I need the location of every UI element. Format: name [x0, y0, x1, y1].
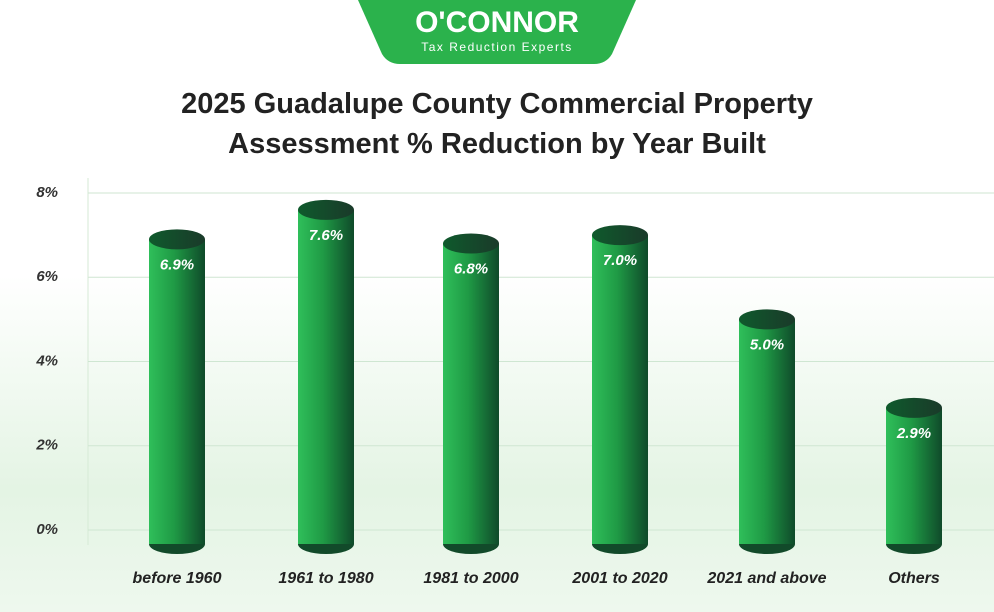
y-tick-label: 8% — [36, 184, 58, 201]
x-tick-label: 1961 to 1980 — [278, 570, 373, 587]
bar — [298, 209, 354, 544]
bar — [739, 319, 795, 544]
y-tick-label: 4% — [35, 352, 58, 369]
bar — [149, 239, 205, 544]
value-label: 5.0% — [750, 336, 784, 353]
x-tick-label: Others — [888, 570, 940, 587]
bar-cap — [149, 229, 205, 250]
bar-cap — [592, 225, 648, 246]
bar — [886, 407, 942, 544]
logo-badge — [358, 0, 636, 64]
x-tick-label: 2001 to 2020 — [571, 570, 667, 587]
x-tick-label: 2021 and above — [706, 570, 826, 587]
x-tick-label: before 1960 — [133, 570, 222, 587]
value-label: 7.6% — [309, 227, 343, 244]
bar-cap — [298, 199, 354, 220]
value-label: 6.9% — [160, 256, 194, 273]
x-tick-label: 1981 to 2000 — [423, 570, 518, 587]
bar-cap — [739, 309, 795, 330]
chart-title: 2025 Guadalupe County Commercial Propert… — [181, 88, 813, 160]
value-label: 6.8% — [454, 261, 488, 278]
value-label: 2.9% — [896, 425, 931, 442]
y-tick-label: 2% — [35, 437, 58, 454]
logo-name: O'CONNOR — [415, 6, 579, 39]
value-label: 7.0% — [603, 252, 637, 269]
plot: 0% 2% 4% 6% 8% 6.9% before 1960 7.6% 1961 to 198… — [35, 184, 994, 587]
y-tick-label: 0% — [36, 521, 58, 538]
bar-cap — [886, 397, 942, 418]
bar — [592, 235, 648, 544]
logo-tagline: Tax Reduction Experts — [421, 40, 573, 54]
bar-cap — [443, 233, 499, 254]
y-tick-label: 6% — [36, 268, 58, 285]
bar — [443, 243, 499, 545]
